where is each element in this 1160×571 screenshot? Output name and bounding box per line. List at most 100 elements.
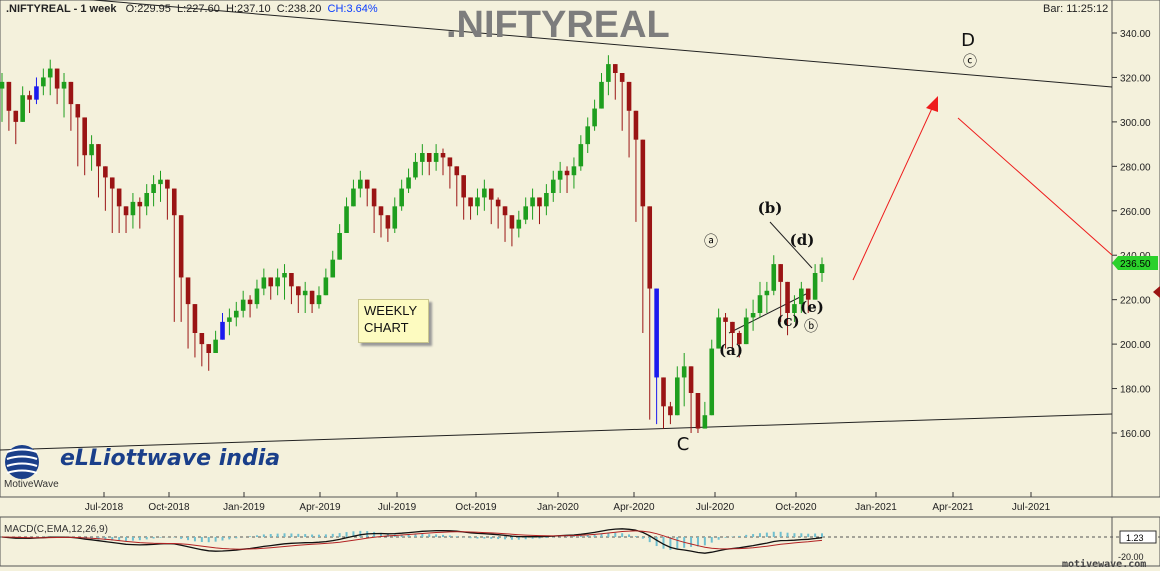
candle-body xyxy=(516,219,522,229)
offscreen-marker xyxy=(1153,286,1160,298)
chart-title: .NIFTYREAL xyxy=(446,4,670,46)
candle-body xyxy=(158,179,163,185)
candle-body xyxy=(96,144,101,167)
candle-body xyxy=(606,64,611,82)
price-axis xyxy=(1111,0,1160,498)
candle-body xyxy=(668,406,673,416)
candle-body xyxy=(123,206,129,216)
candle-body xyxy=(364,179,370,189)
candle-body xyxy=(578,144,584,167)
candle-body xyxy=(75,104,81,118)
candle-body xyxy=(41,77,46,87)
weekly-chart-note: WEEKLY CHART xyxy=(358,299,429,343)
candle-body xyxy=(633,110,639,140)
candle-body xyxy=(661,377,666,407)
y-tick-label: 160.00 xyxy=(1120,429,1151,440)
y-tick-label: 200.00 xyxy=(1120,340,1151,351)
last-price-tag xyxy=(1112,256,1158,270)
candle-body xyxy=(812,273,818,300)
candle-body xyxy=(681,366,687,378)
candle-body xyxy=(392,206,398,229)
candle-body xyxy=(557,170,563,180)
candle-body xyxy=(482,188,487,198)
candle-body xyxy=(488,188,494,200)
y-tick-label: 260.00 xyxy=(1120,207,1151,218)
wave-label: (d) xyxy=(790,231,815,249)
macd-value-box xyxy=(1119,530,1157,544)
wave-label: D xyxy=(961,30,975,51)
wave-label: C xyxy=(677,434,690,455)
globe-stripe xyxy=(6,448,38,453)
macd-panel xyxy=(0,516,1113,567)
y-tick-label: 280.00 xyxy=(1120,162,1151,173)
candle-body xyxy=(571,166,577,176)
candle-body xyxy=(27,95,32,100)
candle-body xyxy=(447,157,453,167)
x-tick-label: Apr-2021 xyxy=(932,502,974,513)
candle-body xyxy=(440,153,446,158)
x-tick-label: Apr-2020 xyxy=(613,502,655,513)
candle-body xyxy=(592,108,597,127)
macd-line xyxy=(1,528,823,554)
candle-body xyxy=(199,333,205,345)
candle-body xyxy=(47,68,53,78)
candle-body xyxy=(702,415,708,429)
x-tick-label: Jul-2018 xyxy=(85,502,124,513)
y-tick-label: 320.00 xyxy=(1120,73,1151,84)
candle-body xyxy=(178,215,184,278)
candle-body xyxy=(344,206,349,233)
candle-body xyxy=(302,290,308,296)
candle-body xyxy=(0,81,5,89)
projection-up-line xyxy=(852,103,935,281)
bar-timer: Bar: 11:25:12 xyxy=(1043,3,1109,15)
candle-body xyxy=(420,153,425,162)
motivewave-site: motivewave.com xyxy=(1062,559,1147,570)
candle-body xyxy=(426,153,432,162)
candle-body xyxy=(730,321,735,333)
candle-body xyxy=(330,259,336,278)
candle-body xyxy=(612,64,618,73)
candle-body xyxy=(509,215,515,229)
candle-body xyxy=(585,126,591,145)
candle-body xyxy=(674,377,680,416)
last-price-label: 236.50 xyxy=(1120,259,1151,270)
candle-body xyxy=(151,184,156,193)
candle-body xyxy=(502,206,508,216)
candle-body xyxy=(406,177,411,189)
candle-body xyxy=(309,290,315,305)
candle-body xyxy=(413,161,418,178)
candle-body xyxy=(792,304,797,313)
wave-label: ⓐ xyxy=(704,234,718,250)
globe-stripe xyxy=(6,455,38,460)
candle-body xyxy=(805,288,811,300)
candle-body xyxy=(227,317,232,322)
candle-body xyxy=(275,277,280,287)
wave-label: (b) xyxy=(758,199,783,217)
candle-body xyxy=(34,86,39,100)
candle-body xyxy=(723,317,728,322)
motivewave-label: MotiveWave xyxy=(4,479,59,490)
x-tick-label: Jan-2020 xyxy=(537,502,579,513)
x-tick-label: Oct-2019 xyxy=(455,502,497,513)
candle-body xyxy=(165,179,170,189)
x-tick-label: Oct-2018 xyxy=(148,502,190,513)
candle-body xyxy=(268,277,274,287)
note-line-2: CHART xyxy=(364,320,409,335)
globe-stripe xyxy=(6,469,38,474)
candle-body xyxy=(764,290,770,296)
upper-channel-line xyxy=(87,0,1113,88)
candle-body xyxy=(282,273,287,278)
candle-body xyxy=(6,81,12,111)
x-tick-label: Jul-2021 xyxy=(1012,502,1051,513)
candle-body xyxy=(116,188,122,207)
candle-body xyxy=(688,366,694,393)
y-tick-label: 220.00 xyxy=(1120,296,1151,307)
candle-body xyxy=(220,321,225,340)
y-tick-label: 340.00 xyxy=(1120,29,1151,40)
candle-body xyxy=(550,179,556,193)
candle-body xyxy=(716,317,721,349)
candle-body xyxy=(337,233,342,260)
plot-frame xyxy=(0,0,1113,498)
candle-body xyxy=(468,197,473,207)
